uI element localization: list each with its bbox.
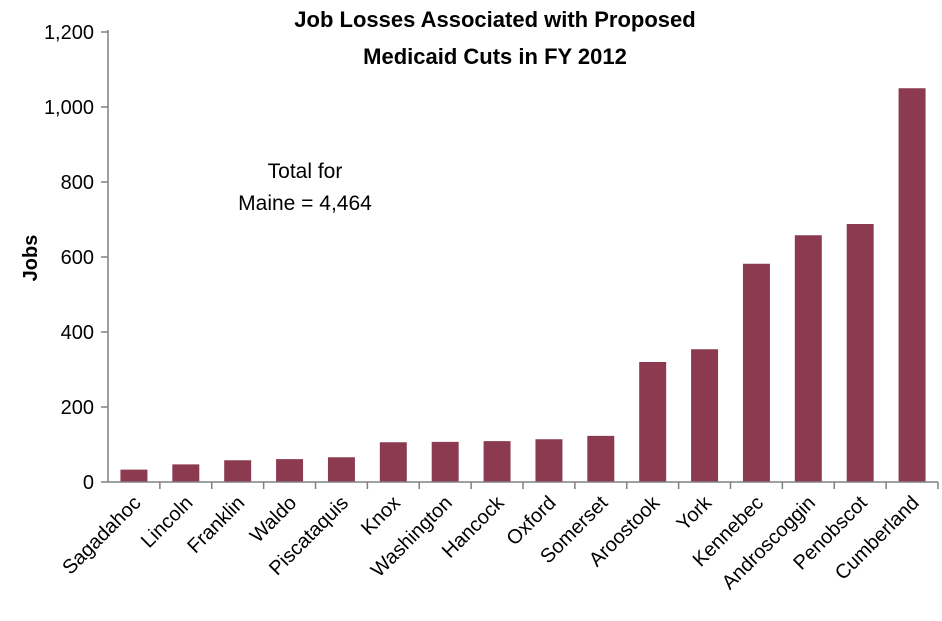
chart-title-line-2: Medicaid Cuts in FY 2012 (363, 44, 627, 69)
y-axis-ticks: 0 200 400 600 800 1,000 1,200 (44, 22, 108, 494)
y-tick-label: 400 (61, 322, 94, 344)
x-tick-label-york: York (673, 491, 717, 535)
bar-washington (431, 441, 459, 482)
bar-sagadahoc (120, 469, 148, 482)
y-tick-label: 800 (61, 172, 94, 194)
bar-york (691, 349, 719, 482)
total-annotation-line-1: Total for (268, 160, 343, 183)
bars (120, 88, 926, 482)
x-tick-label-franklin: Franklin (183, 492, 249, 558)
bar-waldo (276, 459, 304, 482)
bar-hancock (483, 441, 511, 482)
y-tick-label: 600 (61, 247, 94, 269)
bar-androscoggin (794, 235, 822, 482)
x-tick-label-sagadahoc: Sagadahoc (58, 492, 145, 579)
bar-cumberland (898, 88, 926, 482)
bar-piscataquis (327, 457, 355, 482)
y-axis-label: Jobs (20, 235, 42, 282)
bar-kennebec (742, 263, 770, 482)
bar-aroostook (639, 362, 667, 482)
bar-lincoln (172, 464, 200, 482)
bar-penobscot (846, 224, 874, 482)
y-tick-label: 200 (61, 397, 94, 419)
y-tick-label: 0 (83, 472, 94, 494)
bar-somerset (587, 435, 615, 482)
y-tick-label: 1,200 (44, 22, 94, 44)
y-tick-label: 1,000 (44, 97, 94, 119)
x-tick-label-knox: Knox (357, 492, 405, 540)
bar-franklin (224, 460, 252, 482)
chart-title-line-1: Job Losses Associated with Proposed (294, 7, 695, 32)
x-axis-ticks: SagadahocLincolnFranklinWaldoPiscataquis… (58, 482, 939, 594)
bar-oxford (535, 439, 563, 482)
total-annotation-line-2: Maine = 4,464 (238, 192, 372, 215)
bar-knox (379, 442, 407, 482)
